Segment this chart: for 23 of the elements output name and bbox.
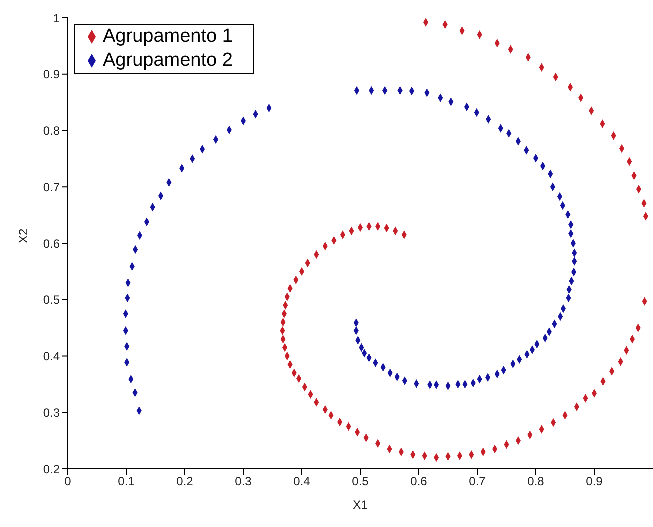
y-tick-label: 0.4: [43, 350, 60, 364]
y-tick-label: 0.2: [43, 462, 60, 476]
y-tick-label: 1: [53, 11, 60, 26]
y-tick-label: 0.8: [43, 124, 60, 138]
x-tick-label: 0.3: [235, 474, 252, 489]
x-tick-label: 0.6: [410, 474, 428, 489]
x-tick-label: 0.1: [118, 474, 136, 489]
y-axis-title: X2: [16, 228, 30, 244]
x-tick-label: 0.5: [352, 474, 370, 489]
y-tick-label: 0.7: [43, 180, 60, 194]
x-tick-label: 0.4: [294, 474, 311, 489]
x-tick-label: 0.9: [586, 474, 604, 489]
y-tick-label: 0.5: [43, 293, 60, 308]
x-tick-label: 0: [64, 474, 72, 489]
legend-label: Agrupamento 1: [103, 26, 233, 47]
y-tick-label: 0.6: [43, 236, 60, 251]
x-tick-label: 0.8: [528, 474, 545, 489]
x-tick-label: 0.7: [469, 474, 486, 489]
y-tick-label: 0.9: [43, 68, 60, 82]
legend-label: Agrupamento 2: [103, 50, 233, 71]
x-tick-label: 0.2: [176, 474, 194, 489]
y-tick-label: 0.3: [43, 406, 60, 420]
x-axis-title: X1: [353, 498, 368, 512]
